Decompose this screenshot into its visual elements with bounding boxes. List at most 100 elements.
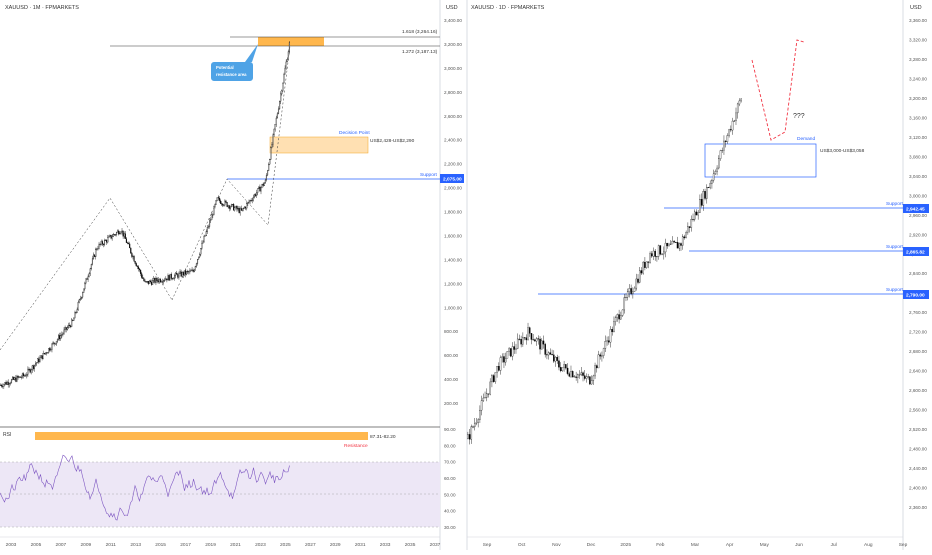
left-candle: [163, 280, 165, 283]
right-support-price-1: 2,942.45: [906, 207, 925, 213]
left-candle: [216, 197, 218, 201]
right-candle: [671, 240, 674, 245]
left-candle: [206, 227, 208, 232]
resistance-note-bubble: [211, 44, 258, 81]
left-candle: [51, 343, 53, 350]
left-candle: [151, 281, 153, 285]
left-candle: [281, 90, 283, 95]
left-candle: [270, 147, 272, 160]
left-candle: [164, 279, 166, 281]
left-candle: [130, 247, 132, 254]
left-candle: [82, 292, 84, 298]
left-candle: [205, 231, 207, 236]
left-candle: [31, 365, 33, 371]
rsi-band: [0, 462, 440, 527]
right-candle: [652, 250, 655, 257]
left-candle: [175, 272, 177, 276]
left-candle: [212, 214, 214, 216]
left-support-price-badge: [440, 174, 464, 183]
left-candle: [96, 248, 98, 250]
right-candle: [654, 250, 656, 257]
left-time-tick: 2005: [31, 542, 42, 548]
demand-zone: [704, 143, 817, 178]
left-time-tick: 2031: [355, 542, 366, 548]
left-candle: [90, 264, 92, 269]
left-support-label: Support: [420, 172, 437, 178]
left-candle: [215, 200, 217, 205]
left-candle: [154, 278, 156, 283]
left-candle: [133, 256, 135, 262]
projection-path: [751, 39, 805, 141]
right-candle: [559, 367, 562, 372]
right-candle: [620, 315, 622, 320]
right-time-tick: Oct: [518, 542, 526, 548]
right-candle: [587, 376, 589, 378]
left-candle: [159, 279, 161, 283]
left-candle: [180, 271, 182, 277]
left-candle: [4, 382, 6, 385]
left-candle: [17, 376, 19, 378]
rsi-tick: 90.00: [444, 427, 456, 432]
right-time-tick: Mar: [691, 542, 700, 548]
left-candle: [0, 384, 2, 386]
left-candle: [70, 325, 72, 327]
left-candle: [157, 280, 159, 283]
left-candle: [263, 182, 265, 186]
right-candle: [675, 241, 677, 243]
left-candle: [120, 231, 122, 234]
left-candle: [74, 311, 76, 319]
left-candle: [211, 214, 213, 220]
left-candle: [213, 206, 215, 216]
left-candle: [189, 270, 191, 273]
left-candle: [232, 204, 234, 205]
right-candle: [513, 346, 516, 350]
left-candle: [125, 238, 127, 243]
left-candle: [102, 244, 104, 245]
rsi-label: RSI: [3, 432, 11, 438]
right-candle: [473, 423, 476, 428]
left-candle: [275, 117, 277, 125]
left-candle: [126, 242, 129, 244]
left-candle: [19, 376, 21, 378]
left-candle: [218, 197, 220, 201]
right-candle: [613, 321, 615, 333]
left-candle: [192, 269, 194, 272]
decision-point-label: Decision Point: [339, 130, 370, 136]
right-price-tick: 2,560.00: [909, 408, 927, 413]
right-candle: [614, 317, 617, 322]
left-candle: [58, 335, 60, 340]
left-candle: [244, 206, 246, 209]
right-candle: [625, 297, 627, 298]
right-support-price-3: 2,790.00: [906, 293, 925, 299]
fib-1618-label: 1.618 (3,264.16): [402, 29, 438, 35]
right-candle: [651, 253, 653, 257]
right-candle: [596, 365, 598, 369]
left-candle: [226, 202, 228, 207]
left-price-tick: 1,600.00: [444, 233, 462, 238]
left-candle: [64, 327, 66, 331]
right-price-tick: 3,320.00: [909, 37, 927, 42]
left-time-tick: 2015: [155, 542, 166, 548]
left-price-tick: 600.00: [444, 353, 458, 358]
right-candle: [498, 366, 500, 371]
right-candle: [676, 242, 679, 249]
right-candle: [730, 129, 732, 131]
left-candle: [56, 339, 58, 342]
potential-resistance-zone: [258, 37, 324, 46]
right-candle: [578, 374, 581, 376]
left-price-tick: 2,400.00: [444, 138, 462, 143]
left-candle: [184, 270, 187, 275]
right-candle: [566, 367, 569, 374]
left-candle: [251, 200, 253, 201]
left-candle: [95, 249, 97, 257]
left-candle: [245, 206, 247, 209]
left-candle: [84, 282, 86, 290]
left-candle: [174, 275, 176, 279]
left-candle: [103, 240, 106, 245]
left-candle: [183, 270, 185, 276]
left-candle: [91, 258, 94, 265]
left-candle: [48, 348, 50, 353]
right-candle: [546, 354, 548, 356]
left-candle: [186, 271, 188, 275]
rsi-tick: 40.00: [444, 509, 456, 514]
